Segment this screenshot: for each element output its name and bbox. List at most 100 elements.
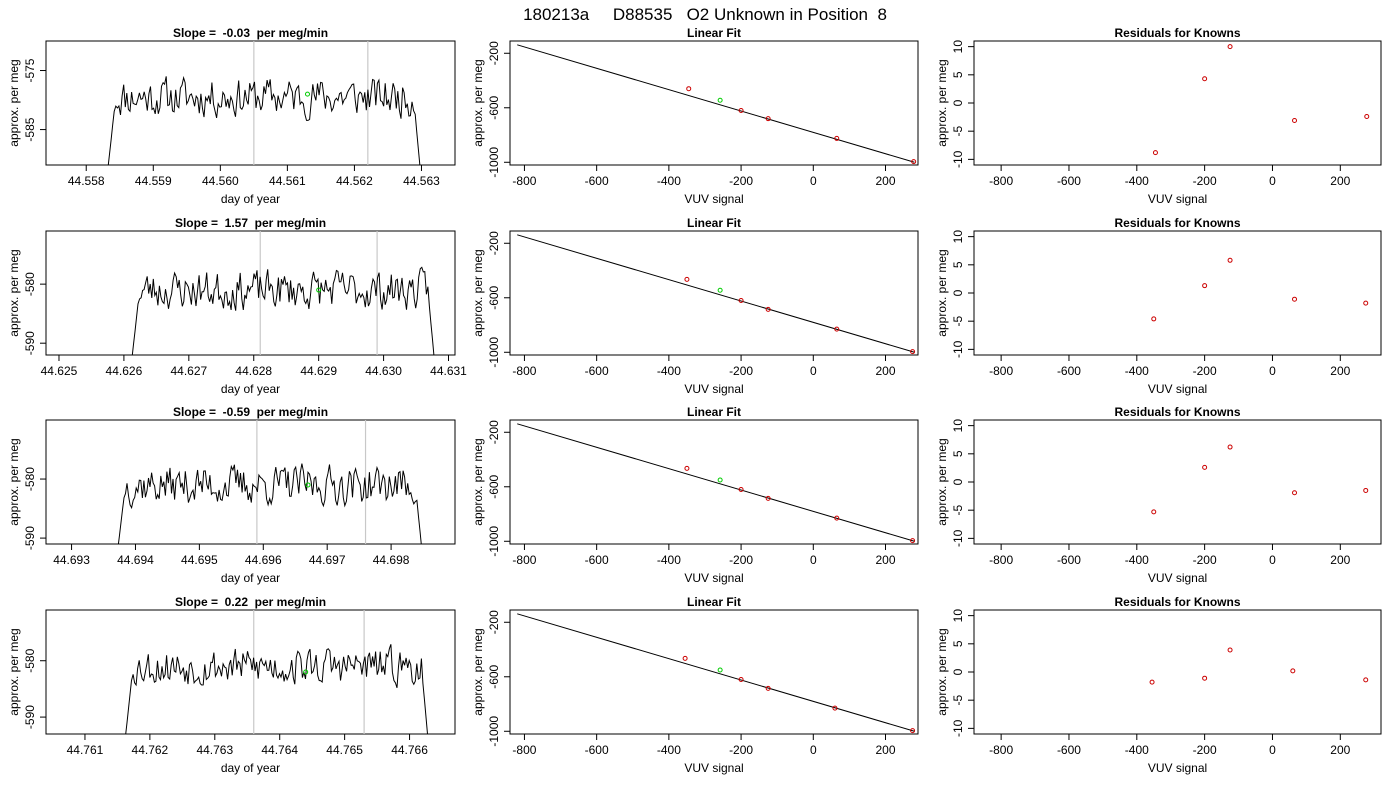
x-tick-label: 0 — [810, 174, 817, 188]
x-tick-label: -800 — [512, 553, 536, 567]
y-tick-label: 10 — [951, 230, 965, 244]
chart-title: Linear Fit — [687, 405, 741, 419]
x-axis-label: VUV signal — [1148, 571, 1207, 585]
data-trace — [125, 644, 429, 734]
known-point — [765, 116, 771, 122]
x-axis-label: day of year — [221, 382, 280, 396]
x-tick-label: -600 — [585, 743, 609, 757]
x-tick-label: 44.559 — [135, 174, 172, 188]
known-point — [738, 486, 744, 492]
y-tick-label: -580 — [23, 467, 37, 491]
x-tick-label: 44.762 — [132, 743, 169, 757]
y-tick-label: 0 — [951, 289, 965, 296]
known-point — [832, 705, 838, 711]
chart-panel: Linear Fit -800 -600 -400 -200 0 200 -200 -600 -1… — [471, 26, 919, 206]
x-tick-label: 44.630 — [365, 364, 402, 378]
plot-content — [1149, 647, 1369, 685]
x-tick-label: 44.563 — [403, 174, 440, 188]
chart-panel: Linear Fit -800 -600 -400 -200 0 200 -200 -600 -1… — [471, 405, 919, 585]
x-tick-label: -200 — [729, 364, 753, 378]
known-point — [1202, 675, 1208, 681]
y-tick-label: 5 — [951, 450, 965, 457]
known-point — [1363, 487, 1369, 493]
x-tick-label: 44.766 — [391, 743, 428, 757]
x-tick-label: 0 — [810, 364, 817, 378]
plot-frame — [509, 419, 919, 545]
plot-frame — [509, 609, 919, 735]
y-tick-label: -10 — [951, 719, 965, 737]
plot-content — [517, 613, 916, 734]
figure-title: 180213a D88535 O2 Unknown in Position 8 — [523, 5, 887, 24]
known-point — [1290, 668, 1296, 674]
known-point — [738, 676, 744, 682]
known-point — [1227, 647, 1233, 653]
x-axis-label: VUV signal — [684, 382, 743, 396]
y-tick-label: -200 — [487, 610, 501, 634]
fit-line — [517, 44, 915, 163]
x-tick-label: 44.694 — [117, 553, 154, 567]
x-tick-label: 0 — [1269, 743, 1276, 757]
known-point — [1292, 117, 1298, 123]
known-point — [1364, 114, 1370, 120]
plot-content — [107, 41, 421, 165]
known-point — [1292, 296, 1298, 302]
x-axis-label: VUV signal — [1148, 761, 1207, 775]
y-axis-label: approx. per meg — [935, 249, 949, 336]
y-tick-label: -580 — [23, 272, 37, 296]
y-tick-label: -1000 — [487, 716, 501, 747]
plot-content — [117, 420, 422, 544]
known-point — [1202, 283, 1208, 289]
plot-frame — [45, 40, 456, 166]
x-tick-label: -400 — [657, 364, 681, 378]
x-tick-label: 44.695 — [181, 553, 218, 567]
plot-content — [517, 234, 916, 355]
chart-panel: Linear Fit -800 -600 -400 -200 0 200 -200 -600 -1… — [471, 216, 919, 396]
x-tick-label: -400 — [1125, 364, 1149, 378]
known-point — [684, 465, 690, 471]
known-point — [910, 728, 916, 734]
x-tick-label: -800 — [989, 553, 1013, 567]
x-tick-label: 200 — [1330, 174, 1350, 188]
chart-title: Residuals for Knowns — [1114, 595, 1240, 609]
x-axis-label: VUV signal — [684, 571, 743, 585]
y-tick-label: -10 — [951, 150, 965, 168]
x-tick-label: 200 — [875, 743, 895, 757]
known-point — [1227, 257, 1233, 263]
chart-panel: Residuals for Knowns -800 -600 -400 -200 0 200… — [935, 405, 1382, 585]
y-tick-label: -590 — [23, 331, 37, 355]
y-tick-label: -1000 — [487, 526, 501, 557]
x-tick-label: 44.558 — [68, 174, 105, 188]
known-point — [911, 159, 917, 165]
x-tick-label: 200 — [875, 174, 895, 188]
chart-panel: Slope = 1.57 per meg/min 44.625 44.626 44.6… — [7, 216, 467, 396]
x-tick-label: -400 — [657, 553, 681, 567]
x-tick-label: 44.629 — [300, 364, 337, 378]
x-tick-label: 200 — [1330, 553, 1350, 567]
x-tick-label: -200 — [1193, 364, 1217, 378]
x-tick-label: -200 — [1193, 743, 1217, 757]
x-tick-label: -200 — [1193, 174, 1217, 188]
x-tick-label: -800 — [989, 364, 1013, 378]
x-tick-label: -400 — [657, 743, 681, 757]
y-tick-label: 10 — [951, 40, 965, 54]
unknown-point — [717, 287, 723, 293]
known-point — [1292, 490, 1298, 496]
known-point — [738, 297, 744, 303]
y-axis-label: approx. per meg — [7, 628, 21, 715]
x-tick-label: 44.562 — [336, 174, 373, 188]
chart-title: Residuals for Knowns — [1114, 216, 1240, 230]
y-tick-label: -585 — [23, 117, 37, 141]
x-tick-label: 44.560 — [202, 174, 239, 188]
x-tick-label: 200 — [875, 553, 895, 567]
chart-panel: Residuals for Knowns -800 -600 -400 -200 0 200… — [935, 26, 1382, 206]
x-tick-label: 44.561 — [269, 174, 306, 188]
x-tick-label: 44.627 — [170, 364, 207, 378]
known-point — [910, 349, 916, 355]
known-point — [1149, 679, 1155, 685]
known-point — [834, 326, 840, 332]
known-point — [1202, 76, 1208, 82]
chart-panel: Slope = -0.03 per meg/min 44.558 44.559 44.… — [7, 26, 456, 206]
unknown-point — [316, 287, 322, 293]
y-tick-label: -590 — [23, 705, 37, 729]
